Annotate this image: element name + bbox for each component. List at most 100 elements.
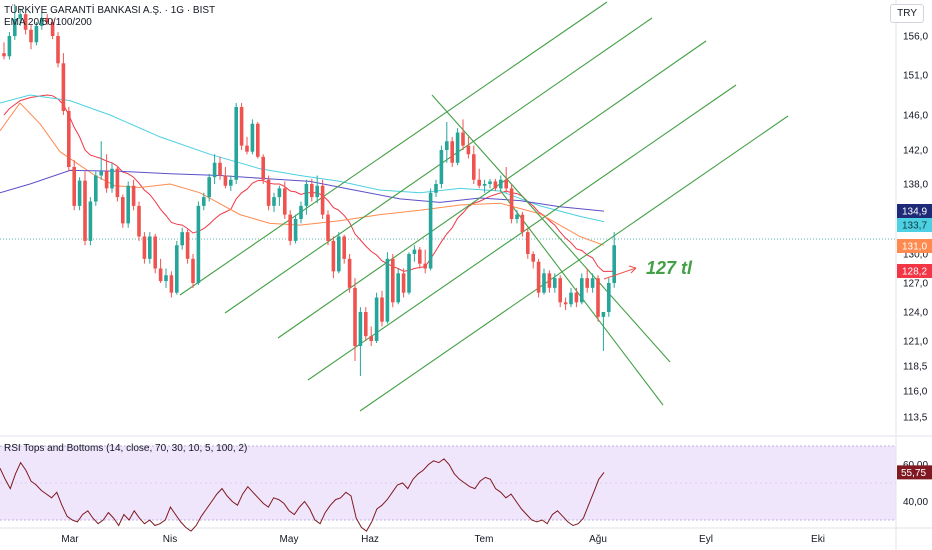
currency-button[interactable]: TRY — [890, 4, 924, 23]
candle-body — [380, 297, 384, 322]
ema-legend[interactable]: EMA 20/50/100/200 — [4, 17, 92, 28]
ema100-line — [0, 94, 605, 223]
ema200-line — [0, 169, 605, 212]
candle-body — [347, 258, 352, 288]
candle-body — [412, 249, 417, 254]
time-tick-label: Tem — [475, 534, 494, 545]
candle-body — [23, 14, 28, 30]
candle-body — [277, 188, 282, 198]
candle-body — [18, 14, 22, 19]
rsi-current-badge — [897, 465, 932, 480]
time-tick-label: Ağu — [589, 534, 607, 545]
ema-lines — [0, 94, 615, 272]
candle-body — [7, 36, 12, 57]
channel-line[interactable] — [431, 94, 671, 363]
price-badge-value: 134,9 — [902, 207, 927, 218]
candle-body — [558, 278, 562, 303]
candle-body — [358, 312, 363, 346]
candle-body — [40, 18, 44, 26]
time-tick-label: Nis — [163, 534, 177, 545]
candle-body — [580, 278, 584, 303]
candle-body — [337, 236, 341, 272]
drawing-channels[interactable] — [179, 1, 789, 412]
candle-body — [104, 171, 109, 189]
candle-body — [218, 162, 222, 176]
candle-body — [110, 168, 114, 189]
channel-line[interactable] — [224, 17, 653, 314]
candle-body — [77, 180, 82, 206]
candle-body — [401, 273, 406, 293]
symbol-title[interactable]: TÜRKİYE GARANTİ BANKASI A.Ş. · 1G · BIST — [4, 5, 216, 16]
candle-body — [61, 63, 66, 111]
candle-body — [461, 132, 465, 146]
channel-line[interactable] — [179, 1, 608, 296]
price-tick-label: 127,0 — [903, 279, 928, 290]
candle-body — [185, 232, 190, 259]
candle-body — [445, 141, 449, 150]
rsi-polyline — [0, 458, 605, 532]
price-tick-label: 130,0 — [903, 250, 928, 261]
price-axis[interactable]: 156,0 151,0 146,0 142,0 138,0 130,0 127,0 124,0… — [897, 32, 932, 424]
channel-line[interactable] — [359, 115, 789, 412]
annotation-text: 127 tl — [646, 258, 693, 278]
candle-body — [488, 181, 492, 184]
target-annotation[interactable]: 127 tl — [603, 258, 693, 280]
time-axis[interactable]: Mar Nis May Haz Tem Ağu Eyl Eki — [61, 534, 825, 545]
candle-body — [175, 245, 179, 293]
price-badge — [897, 239, 932, 253]
candle-body — [601, 312, 606, 317]
candle-body — [466, 145, 471, 155]
candle-body — [158, 268, 163, 282]
time-tick-label: Eyl — [699, 534, 713, 545]
rsi-label: RSI Tops and Bottoms (14, close, 70, 30,… — [4, 443, 247, 454]
price-tick-label: 113,5 — [903, 413, 928, 424]
time-tick-label: Eki — [811, 534, 825, 545]
price-badge-value: 131,0 — [902, 242, 927, 253]
candle-body — [493, 181, 498, 189]
candle-body — [153, 236, 157, 269]
price-tick-label: 118,5 — [903, 362, 928, 373]
candle-body — [115, 168, 120, 198]
rsi-current-value: 55,75 — [901, 468, 926, 479]
candle-body — [547, 273, 552, 288]
candle-body — [304, 184, 309, 206]
candle-body — [67, 111, 71, 167]
candle-body — [250, 123, 255, 152]
candle-body — [131, 185, 136, 206]
candle-body — [272, 197, 276, 206]
time-tick-label: Haz — [361, 534, 379, 545]
candle-body — [331, 240, 336, 272]
candle-body — [482, 184, 487, 186]
candle-body — [121, 197, 125, 224]
candle-body — [536, 261, 541, 293]
candle-body — [407, 254, 411, 293]
candle-body — [374, 297, 379, 341]
candle-body — [299, 205, 303, 219]
candle-body — [515, 214, 519, 219]
candle-body — [434, 184, 438, 193]
price-tick-label: 146,0 — [903, 111, 928, 122]
candle-body — [29, 29, 33, 43]
annotation-arrow-line — [603, 267, 637, 280]
candle-body — [563, 302, 568, 305]
time-tick-label: May — [280, 534, 299, 545]
candle-body — [612, 245, 616, 283]
rsi-tick-label: 40,00 — [903, 497, 928, 508]
candle-body — [499, 179, 503, 189]
candle-body — [509, 188, 514, 219]
candle-body — [439, 150, 444, 184]
candle-body — [553, 278, 557, 288]
channel-line[interactable] — [277, 40, 707, 339]
candle-body — [283, 188, 287, 215]
candle-body — [256, 123, 260, 157]
candle-body — [450, 141, 454, 163]
candle-body — [45, 18, 49, 22]
candle-body — [428, 192, 433, 269]
candle-body — [148, 236, 152, 259]
candle-body — [353, 287, 357, 346]
candle-body — [2, 53, 6, 57]
candle-body — [180, 232, 184, 246]
candle-body — [202, 197, 206, 206]
